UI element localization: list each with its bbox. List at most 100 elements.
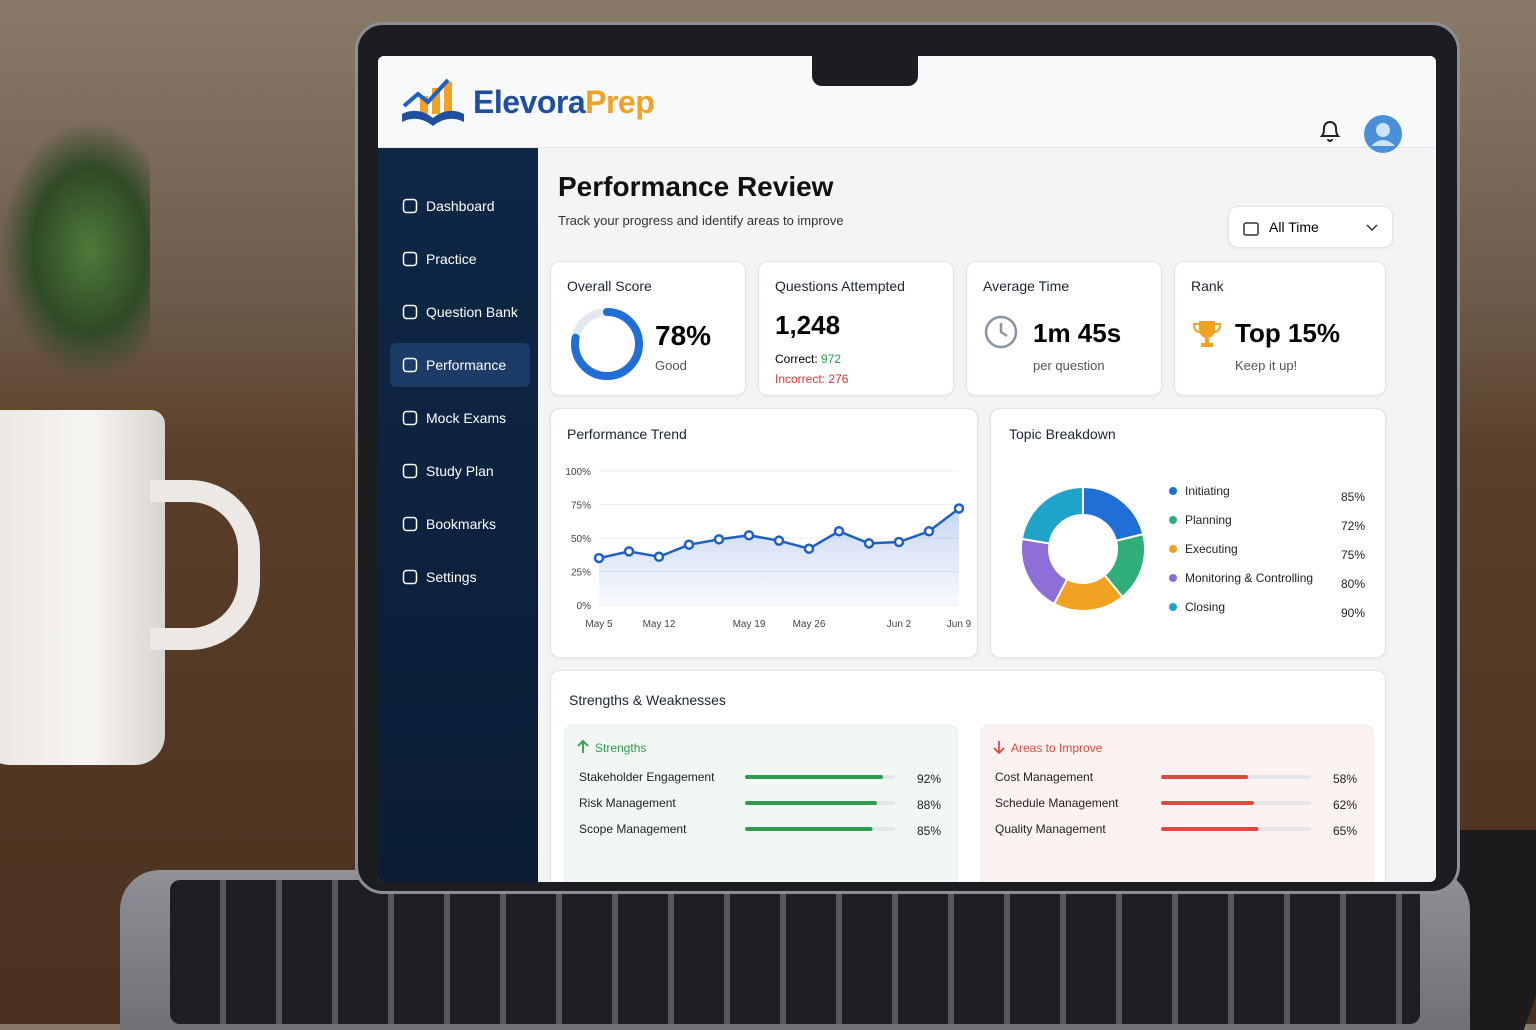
legend-label: Closing [1185, 600, 1225, 614]
clock-icon [984, 315, 1018, 349]
bar [745, 801, 877, 805]
incorrect-label: Incorrect: [775, 372, 826, 386]
score-rating: Good [655, 358, 687, 373]
bar [1161, 801, 1254, 805]
avatar[interactable] [1363, 114, 1403, 154]
legend-dot [1169, 574, 1177, 582]
screen: ElevoraPrep Dashboard Practice Question Ba… [378, 56, 1436, 882]
ring-arc [571, 308, 643, 380]
point [593, 552, 605, 564]
value-label: 58% [1333, 772, 1357, 786]
point [683, 539, 695, 550]
point [743, 530, 755, 541]
point [863, 538, 875, 549]
score-ring [571, 308, 643, 380]
time-note: per question [1033, 358, 1105, 373]
keyboard [170, 880, 1420, 1024]
y-tick-label: 50% [571, 534, 591, 545]
item-name: Risk Management [579, 796, 676, 810]
filter-label: All Time [1269, 219, 1319, 235]
legend-label: Initiating [1185, 484, 1230, 498]
nav-label: Mock Exams [426, 410, 507, 426]
overall-card: Overall Score 78% Good [550, 261, 746, 396]
nav-icon [402, 251, 418, 267]
nav-label: Bookmarks [426, 516, 497, 532]
nav-label: Practice [426, 251, 477, 267]
y-tick-label: 25% [571, 568, 591, 579]
point [893, 536, 905, 548]
mug-handle [150, 480, 260, 650]
page-title: Performance Review [558, 171, 834, 202]
x-tick-label: Jun 9 [947, 619, 972, 630]
nav-label: Question Bank [426, 304, 518, 320]
nav-icon [402, 198, 418, 214]
legend-dot [1169, 487, 1177, 495]
point [623, 546, 635, 557]
value-label: 90% [1341, 606, 1365, 620]
nav-item[interactable]: Settings [390, 555, 530, 599]
point [803, 543, 815, 554]
nav-icon [402, 516, 418, 532]
brand-secondary: Prep [585, 84, 655, 120]
card-title: Questions Attempted [775, 278, 905, 294]
bar [745, 775, 883, 779]
score-value: 78% [655, 320, 712, 351]
nav-label: Study Plan [426, 463, 494, 479]
time-filter[interactable]: All Time [1228, 206, 1393, 248]
topic-chart: Topic Breakdown Initiating 85% Planning 72% E… [1009, 426, 1365, 620]
nav-item[interactable]: Mock Exams [390, 396, 530, 440]
point [923, 526, 935, 537]
legend-dot [1169, 603, 1177, 611]
point [953, 503, 965, 514]
questions-card: Questions Attempted 1,248 Correct: 972 I… [758, 261, 954, 396]
rank-note: Keep it up! [1235, 358, 1298, 373]
arrow-icon [577, 739, 589, 753]
value-label: 85% [917, 824, 941, 838]
section-title: Strengths & Weaknesses [569, 692, 726, 708]
nav-item[interactable]: Practice [390, 237, 530, 281]
legend-label: Monitoring & Controlling [1185, 571, 1313, 585]
y-tick-label: 0% [577, 601, 592, 612]
value-label: 65% [1333, 824, 1357, 838]
card-title: Rank [1191, 278, 1224, 294]
panel-title: Areas to Improve [1011, 741, 1103, 755]
nav-icon [402, 410, 418, 426]
value-label: 72% [1341, 519, 1365, 533]
nav-icon [402, 357, 418, 373]
rank-card: Rank Top 15% Keep it up! [1174, 261, 1386, 396]
rank-value: Top 15% [1235, 318, 1340, 348]
nav-item[interactable]: Dashboard [390, 184, 530, 228]
donut-slice [1020, 537, 1069, 606]
value-label: 92% [917, 772, 941, 786]
item-name: Cost Management [995, 770, 1094, 784]
notification-bell[interactable] [1318, 118, 1342, 144]
incorrect-row: Incorrect: 276 [775, 372, 848, 386]
point [653, 551, 665, 563]
nav-label: Settings [426, 569, 477, 585]
time-value: 1m 45s [1033, 318, 1122, 348]
chart-title: Performance Trend [567, 426, 687, 442]
x-tick-label: May 5 [585, 619, 613, 630]
item-name: Stakeholder Engagement [579, 770, 715, 784]
nav-item[interactable]: Question Bank [390, 290, 530, 334]
nav-label: Performance [426, 357, 507, 373]
bar [1161, 827, 1259, 831]
nav-item[interactable]: Bookmarks [390, 502, 530, 546]
nav-icon [402, 463, 418, 479]
nav-item[interactable]: Study Plan [390, 449, 530, 493]
point [713, 534, 725, 545]
value-label: 62% [1333, 798, 1357, 812]
value-label: 85% [1341, 490, 1365, 504]
legend-label: Executing [1185, 542, 1238, 556]
plant [0, 120, 150, 380]
mug [0, 410, 165, 765]
value-label: 75% [1341, 548, 1365, 562]
nav-item[interactable]: Performance [390, 343, 530, 387]
point [833, 526, 845, 537]
trend-card: Performance Trend 0% 25% 50% 75% 100% May 5 May… [550, 408, 978, 658]
brand-primary: Elevora [473, 84, 586, 120]
item-name: Scope Management [579, 822, 687, 836]
sidebar: Dashboard Practice Question Bank Performanc… [378, 148, 538, 882]
nav-icon [402, 304, 418, 320]
card-title: Average Time [983, 278, 1070, 294]
